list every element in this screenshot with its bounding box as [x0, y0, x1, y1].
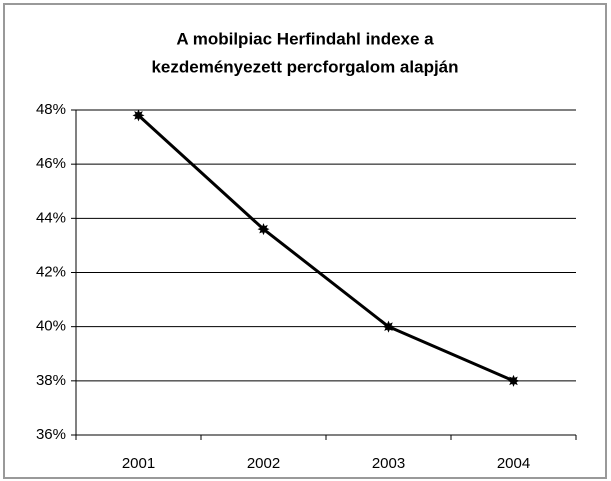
y-tick-label: 42% — [36, 263, 66, 280]
chart-frame — [3, 3, 607, 479]
chart-title: kezdeményezett percforgalom alapján — [151, 57, 458, 76]
line-series — [137, 114, 515, 383]
data-point — [132, 109, 145, 122]
y-tick-label: 46% — [36, 155, 66, 172]
y-tick-label: 38% — [36, 372, 66, 389]
x-tick-label: 2001 — [122, 455, 155, 472]
y-tick-label: 48% — [36, 101, 66, 118]
chart-title: A mobilpiac Herfindahl indexe a — [176, 29, 434, 48]
y-tick-label: 44% — [36, 209, 66, 226]
x-tick-label: 2002 — [247, 455, 280, 472]
data-point — [257, 223, 270, 236]
data-point — [382, 320, 395, 333]
x-tick-label: 2003 — [372, 455, 405, 472]
y-tick-label: 36% — [36, 426, 66, 443]
y-tick-label: 40% — [36, 318, 66, 335]
x-tick-label: 2004 — [497, 455, 530, 472]
data-point — [507, 374, 520, 387]
